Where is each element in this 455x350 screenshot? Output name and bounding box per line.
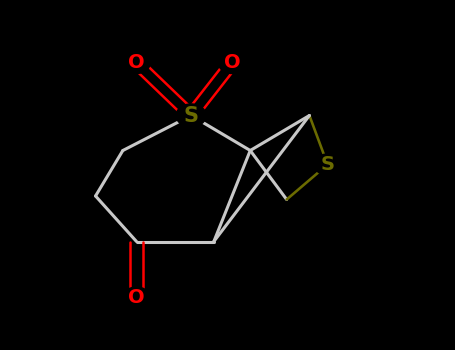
Circle shape [123, 287, 150, 308]
Circle shape [123, 52, 150, 74]
Text: S: S [321, 155, 334, 174]
Text: O: O [224, 54, 240, 72]
Text: O: O [128, 288, 145, 307]
Text: S: S [184, 105, 198, 126]
Circle shape [176, 104, 206, 127]
Circle shape [218, 52, 246, 74]
Text: O: O [128, 54, 145, 72]
Circle shape [314, 154, 341, 175]
